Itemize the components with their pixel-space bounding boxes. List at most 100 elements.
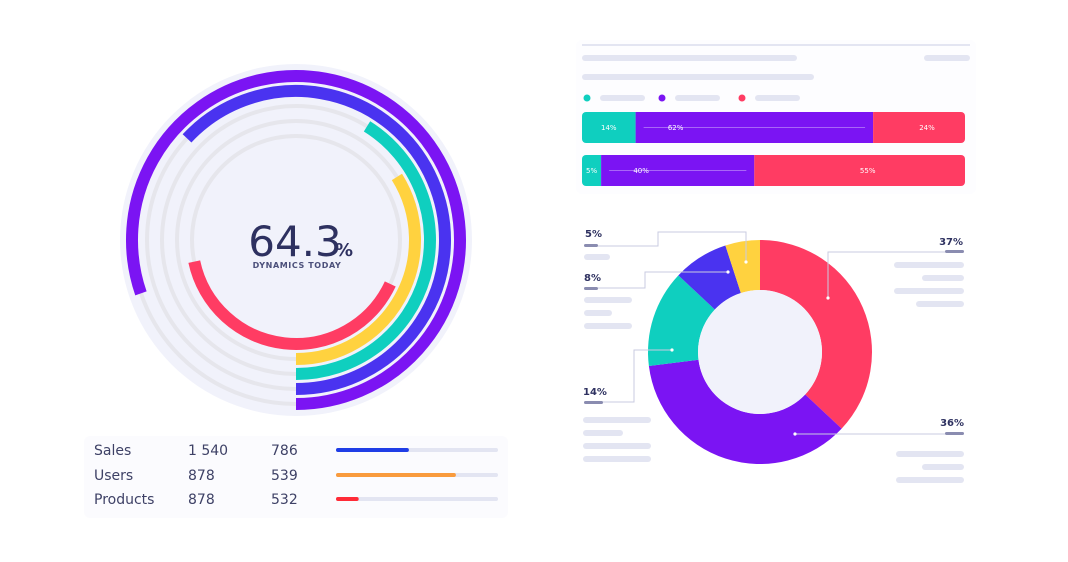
progress-track [336,497,498,501]
donut-card: 5% 8% 14% 37% [583,229,964,483]
row-v1-products: 878 [188,492,215,508]
row-v2-products: 532 [271,492,298,508]
leader-dot [726,270,730,274]
legend-placeholder [675,95,720,101]
progress-fill-sales [336,448,409,452]
gauge-ring-arc [182,85,451,395]
gauge-arcs [126,70,466,410]
placeholder-line [582,55,797,61]
leader-8 [598,271,728,289]
bar-segment [582,155,602,186]
row-label-products: Products [94,492,154,508]
leader-lines [598,231,945,435]
metric-table: Sales 1 540 786 Users 878 539 Products 8… [84,436,508,518]
table-row: Products 878 532 [94,492,498,508]
slice-label-8: 8% [584,273,601,284]
donut-label-36: 36% [896,418,964,483]
table-row: Users 878 539 [94,468,498,484]
bar-segment-label: 40% [633,167,649,175]
row-v1-sales: 1 540 [188,443,228,459]
placeholder-line [584,297,632,303]
placeholder-line [584,254,610,260]
gauge-ring-arc [295,173,421,365]
bar-segment-label: 62% [668,124,684,132]
placeholder-line [583,456,651,462]
donut-label-5: 5% [584,229,610,260]
legend-dot-red [738,94,746,102]
row-v2-sales: 786 [271,443,298,459]
bar-segment-label: 55% [860,167,876,175]
leader-5 [598,231,747,262]
slice-label-36: 36% [940,418,964,429]
table-row: Sales 1 540 786 [94,443,498,459]
leader-dot [670,348,674,352]
bar-segment-label: 14% [601,124,617,132]
leader-14 [598,349,672,403]
bar-segment [873,112,965,143]
donut-hole [698,290,822,414]
legend-dot-teal [583,94,591,102]
stacked-bar-row: 5% 40% 55% [582,155,965,186]
legend-dot-purple [658,94,666,102]
placeholder-line [916,301,964,307]
placeholder-line [896,477,964,483]
gauge-ring-arc [126,70,466,410]
stacked-bar-row: 14% 62% 24% [582,112,965,143]
donut-label-37: 37% [894,237,964,307]
donut-slice [648,275,715,367]
row-v2-users: 539 [271,468,298,484]
progress-fill-products [336,497,359,501]
donut-slice [760,240,872,429]
placeholder-line [894,262,964,268]
leader-dot [793,432,797,436]
placeholder-line [583,443,651,449]
placeholder-line [894,288,964,294]
slice-label-37: 37% [939,237,963,248]
leader-dots [670,260,830,436]
label-underline [945,432,964,435]
radial-gauge: 64.3 % DYNAMICS TODAY [120,64,472,416]
placeholder-line [922,275,964,281]
progress-fill-users [336,473,456,477]
placeholder-line [583,417,651,423]
placeholder-line [896,451,964,457]
label-underline [584,401,603,404]
label-underline [584,287,598,290]
row-label-users: Users [94,468,133,484]
bar-segment [582,112,636,143]
legend-placeholder [600,95,645,101]
leader-dot [826,296,830,300]
gauge-value: 64.3 [248,217,342,266]
legend-placeholder [755,95,800,101]
slice-label-5: 5% [585,229,602,240]
donut-label-14: 14% [583,387,651,462]
bar-segment [601,155,755,186]
donut-slice [678,245,741,310]
placeholder-line [582,74,814,80]
placeholder-line [924,55,970,61]
donut-slice [648,359,842,464]
gauge-ring-arc [188,260,396,351]
bar-segment-label: 24% [919,124,935,132]
gauge-unit: % [335,240,353,261]
gauge-ring-arc [295,121,436,380]
placeholder-line [584,310,612,316]
gauge-caption: DYNAMICS TODAY [253,261,342,270]
donut-label-8: 8% [584,273,632,329]
bar-segment [754,155,965,186]
leader-37 [827,251,945,298]
placeholder-line [922,464,964,470]
label-underline [584,244,598,247]
row-v1-users: 878 [188,468,215,484]
leader-dot [744,260,748,264]
slice-label-14: 14% [583,387,607,398]
placeholder-line [583,430,623,436]
placeholder-line [584,323,632,329]
donut-chart [648,240,872,464]
row-label-sales: Sales [94,443,131,459]
stacked-bars: 14% 62% 24% 5% 40% 55% [582,112,965,186]
bar-segment-label: 5% [586,167,597,175]
bar-segment [635,112,874,143]
donut-slice [725,240,760,294]
